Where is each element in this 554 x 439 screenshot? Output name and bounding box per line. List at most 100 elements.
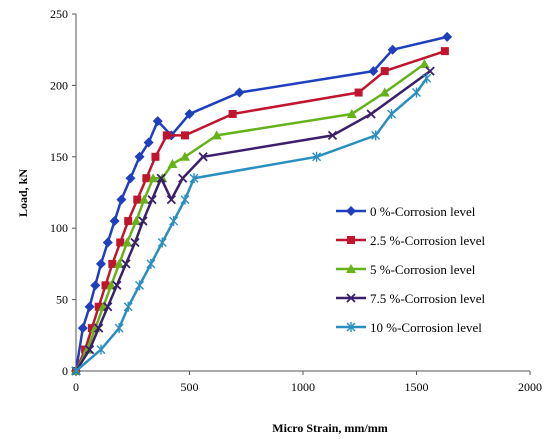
data-point [122,237,133,247]
data-point [179,151,190,161]
series-line [74,70,431,372]
data-point [114,258,125,268]
data-point [142,174,151,183]
data-point [412,87,421,98]
data-point [124,217,133,226]
data-point [147,195,157,205]
data-point [95,258,106,269]
data-point [101,281,110,290]
data-point [368,66,379,77]
data-point [90,280,101,291]
y-tick-label: 250 [50,7,68,21]
data-point [228,109,237,118]
data-point [380,67,389,76]
data-point [87,324,96,333]
data-point [116,238,125,247]
data-point [123,301,133,312]
data-point [84,301,95,312]
data-point [180,131,189,140]
data-point [162,131,171,140]
data-point [138,216,148,226]
data-point [96,344,106,355]
data-point [312,151,322,162]
legend-swatch-marker [347,236,355,244]
data-point [139,194,150,204]
data-point [234,87,245,98]
data-point [440,47,449,56]
data-point [184,108,195,119]
data-point [77,323,88,334]
data-point [442,31,453,42]
data-point [198,152,208,162]
data-point [169,216,179,227]
data-point [211,130,222,140]
data-point [354,88,363,97]
legend-entry: 5 %-Corrosion level [370,262,476,277]
legend-entry: 10 %-Corrosion level [370,320,482,335]
legend-swatch-marker [346,206,356,216]
series-3 [71,66,435,376]
data-point [114,323,124,334]
data-point [371,130,381,141]
data-point [146,258,156,269]
data-point [131,216,142,226]
data-point [84,344,95,355]
data-point [103,302,113,312]
data-point [419,58,430,68]
data-point [94,323,104,333]
data-point [133,195,142,204]
data-point [387,44,398,55]
legend-entry: 7.5 %-Corrosion level [370,291,486,306]
data-point [180,194,190,205]
y-tick-label: 200 [50,78,68,92]
data-point [109,216,120,227]
data-point [425,66,435,76]
data-point [71,366,81,376]
legend-swatch-marker [346,293,356,303]
data-point [167,158,178,168]
data-point [130,237,140,248]
legend: 0 %-Corrosion level 2.5 %-Corrosion level… [336,204,486,335]
data-point [366,109,376,119]
data-point [116,194,127,205]
x-tick-label: 2000 [518,380,542,394]
data-point [106,280,117,290]
data-point [135,280,145,291]
y-axis-title: Load, kN [16,169,30,217]
series-layer [71,31,453,376]
x-tick-label: 1000 [291,380,315,394]
x-axis-title: Micro Strain, mm/mm [272,421,387,435]
legend-entry: 0 %-Corrosion level [370,204,476,219]
data-point [379,87,390,97]
x-tick-label: 500 [181,380,199,394]
data-point [387,108,397,119]
data-point [112,280,122,290]
legend-swatch-marker [346,264,356,273]
data-point [143,137,154,148]
data-point [125,173,136,184]
data-point [189,173,199,184]
legend-entry: 2.5 %-Corrosion level [370,233,486,248]
x-tick-label: 0 [73,380,79,394]
data-point [108,259,117,268]
data-point [151,152,160,161]
y-tick-label: 100 [50,221,68,235]
data-point [327,130,338,141]
legend-swatch-marker [346,322,356,332]
data-point [94,302,103,311]
axes: 0 50 100 150 200 250 0 500 1000 1500 2000 [50,7,542,394]
data-point [166,195,176,205]
data-point [156,173,166,183]
data-point [148,173,159,183]
x-tick-label: 1500 [405,380,429,394]
y-tick-label: 150 [50,150,68,164]
series-4 [71,73,432,376]
y-tick-label: 50 [56,293,68,307]
data-point [102,237,113,248]
data-point [157,237,167,248]
data-point [152,116,163,127]
data-point [134,151,145,162]
data-point [121,259,131,269]
data-point [422,73,432,84]
